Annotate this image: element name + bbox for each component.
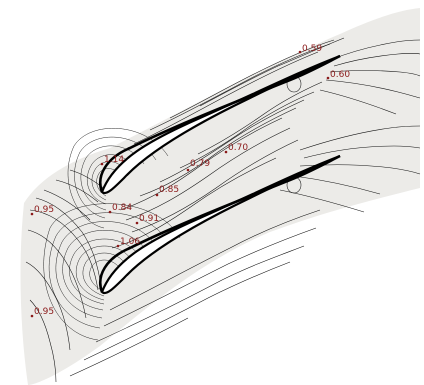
lower-blade-suction-side (99, 154, 341, 293)
annotation: 0.91 (135, 214, 159, 225)
annotation-label: 0.91 (139, 214, 159, 224)
annotation: 0.70 (224, 143, 248, 154)
annotation: 0.95 (30, 307, 54, 318)
annotation-label: 0.84 (112, 203, 132, 213)
annotation: 0.60 (326, 70, 350, 80)
annotation: 1.14 (100, 155, 124, 166)
annotation-label: 0.79 (190, 159, 210, 169)
annotation: 0.59 (298, 44, 322, 54)
annotation-label: 0.95 (34, 307, 54, 317)
annotation-label: 0.95 (34, 205, 54, 215)
annotation-label: 0.85 (159, 185, 179, 195)
annotation: 0.84 (108, 203, 132, 214)
value-annotations: 0.59 0.60 0.70 0.79 1.14 0.85 0.95 0.84 (30, 44, 350, 318)
annotation: 0.85 (155, 185, 179, 197)
annotation: 0.79 (186, 159, 210, 172)
annotation-label: 0.59 (302, 44, 322, 54)
annotation-label: 0.60 (330, 70, 350, 80)
annotation-label: 1.06 (120, 237, 140, 247)
annotation-label: 1.14 (104, 155, 124, 165)
annotation-label: 0.70 (228, 143, 248, 153)
flow-domain (20, 8, 421, 385)
annotation: 1.06 (116, 237, 140, 248)
blade-profiles (99, 54, 341, 295)
upper-blade-suction-side (99, 54, 341, 193)
contour-lines (25, 37, 421, 383)
annotation: 0.95 (30, 205, 54, 216)
